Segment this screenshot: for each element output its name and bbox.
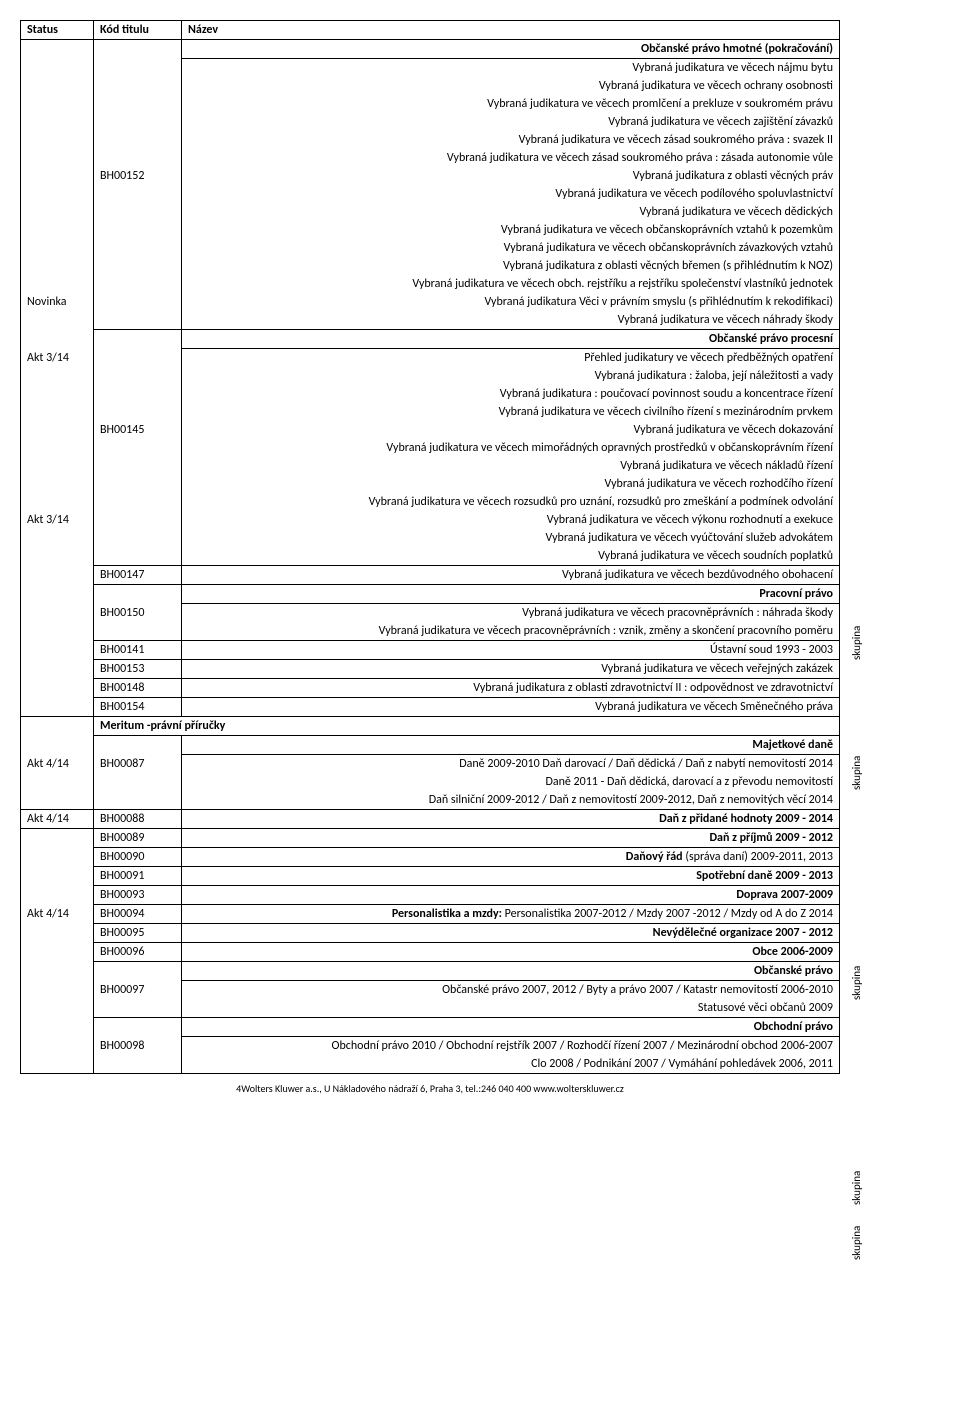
page-footer: 4Wolters Kluwer a.s., U Nákladového nádr…: [20, 1082, 840, 1095]
row-text: Občanské právo 2007, 2012 / Byty a právo…: [182, 981, 840, 1000]
row-text: Daň z příjmů 2009 - 2012: [182, 829, 840, 848]
row-text: Vybraná judikatura ve věcech promlčení a…: [182, 95, 840, 113]
code-cell: BH00153: [94, 660, 182, 679]
skupina-label: skupina: [850, 1171, 863, 1205]
skupina-label: skupina: [850, 756, 863, 790]
row-text: Obchodní právo 2010 / Obchodní rejstřík …: [182, 1037, 840, 1056]
row-text: Vybraná judikatura ve věcech bezdůvodnéh…: [182, 566, 840, 585]
skupina-label: skupina: [850, 1226, 863, 1260]
header-name: Název: [182, 21, 840, 40]
code-cell: BH00097: [94, 981, 182, 1000]
row-text: Nevýdělečné organizace 2007 - 2012: [182, 924, 840, 943]
skupina-label: skupina: [850, 966, 863, 1000]
section-title: Obchodní právo: [182, 1018, 840, 1037]
code-cell: BH00091: [94, 867, 182, 886]
row-text: Vybraná judikatura ve věcech ochrany oso…: [182, 77, 840, 95]
code-cell: BH00152: [94, 167, 182, 185]
row-text: Vybraná judikatura ve věcech náhrady ško…: [182, 311, 840, 330]
row-text: Vybraná judikatura : žaloba, její náleži…: [182, 367, 840, 385]
code-cell: BH00141: [94, 641, 182, 660]
skupina-label: skupina: [850, 626, 863, 660]
row-text: Ústavní soud 1993 - 2003: [182, 641, 840, 660]
row-text: Vybraná judikatura Věci v právním smyslu…: [182, 293, 840, 311]
row-text: Daň silniční 2009-2012 / Daň z nemovitos…: [182, 791, 840, 810]
cell-code: [94, 40, 182, 59]
row-text: Doprava 2007-2009: [182, 886, 840, 905]
code-cell: BH00098: [94, 1037, 182, 1056]
row-text: Vybraná judikatura ve věcech podílového …: [182, 185, 840, 203]
row-text: Vybraná judikatura ve věcech pracovněprá…: [182, 622, 840, 641]
row-text: Personalistika a mzdy: Personalistika 20…: [182, 905, 840, 924]
code-cell: BH00090: [94, 848, 182, 867]
code-cell: BH00154: [94, 698, 182, 717]
row-text: Vybraná judikatura ve věcech zásad soukr…: [182, 149, 840, 167]
row-text: Vybraná judikatura ve věcech dědických: [182, 203, 840, 221]
row-text: Vybraná judikatura ve věcech rozhodčího …: [182, 475, 840, 493]
row-text: Vybraná judikatura ve věcech dokazování: [182, 421, 840, 439]
row-text: Vybraná judikatura ve věcech zásad soukr…: [182, 131, 840, 149]
code-cell: BH00148: [94, 679, 182, 698]
status-cell: Akt 3/14: [21, 349, 94, 368]
code-cell: BH00087: [94, 755, 182, 774]
code-cell: BH00145: [94, 421, 182, 439]
status-cell: Akt 4/14: [21, 905, 94, 924]
row-text: Daně 2009-2010 Daň darovací / Daň dědick…: [182, 755, 840, 774]
status-cell: Akt 3/14: [21, 511, 94, 529]
row-text: Daňový řád (správa daní) 2009-2011, 2013: [182, 848, 840, 867]
row-text: Vybraná judikatura ve věcech obch. rejst…: [182, 275, 840, 293]
row-text: Vybraná judikatura ve věcech občanskoprá…: [182, 221, 840, 239]
row-text: Statusové věci občanů 2009: [182, 999, 840, 1018]
meritum-header: Meritum -právní příručky: [94, 717, 840, 736]
section-title: Majetkové daně: [182, 736, 840, 755]
code-cell: BH00093: [94, 886, 182, 905]
section-title: Občanské právo: [182, 962, 840, 981]
code-cell: BH00094: [94, 905, 182, 924]
page-wrapper: Status Kód titulu Název Občanské právo h…: [20, 20, 920, 1074]
row-text: Vybraná judikatura ve věcech Směnečného …: [182, 698, 840, 717]
row-text: Clo 2008 / Podnikání 2007 / Vymáhání poh…: [182, 1055, 840, 1074]
main-table: Status Kód titulu Název Občanské právo h…: [20, 20, 840, 1074]
cell-status: [21, 40, 94, 59]
row-text: Vybraná judikatura z oblasti věcných prá…: [182, 167, 840, 185]
row-text: Vybraná judikatura z oblasti věcných bře…: [182, 257, 840, 275]
header-code: Kód titulu: [94, 21, 182, 40]
footer-text: Wolters Kluwer a.s., U Nákladového nádra…: [241, 1082, 624, 1095]
row-text: Vybraná judikatura ve věcech nákladů říz…: [182, 457, 840, 475]
row-text: Vybraná judikatura ve věcech rozsudků pr…: [182, 493, 840, 511]
section-title: Občanské právo hmotné (pokračování): [182, 40, 840, 59]
section-title: Pracovní právo: [182, 585, 840, 604]
code-cell: BH00096: [94, 943, 182, 962]
row-text: Vybraná judikatura ve věcech civilního ř…: [182, 403, 840, 421]
row-text: Vybraná judikatura ve věcech veřejných z…: [182, 660, 840, 679]
row-text: Obce 2006-2009: [182, 943, 840, 962]
row-text: Daně 2011 - Daň dědická, darovací a z př…: [182, 773, 840, 791]
row-text: Přehled judikatury ve věcech předběžných…: [182, 349, 840, 368]
code-cell: BH00095: [94, 924, 182, 943]
section-title: Občanské právo procesní: [182, 330, 840, 349]
status-cell: Akt 4/14: [21, 755, 94, 774]
row-text: Vybraná judikatura ve věcech soudních po…: [182, 547, 840, 566]
row-text: Vybraná judikatura ve věcech mimořádných…: [182, 439, 840, 457]
row-text: Daň z přidané hodnoty 2009 - 2014: [182, 810, 840, 829]
row-text: Vybraná judikatura ve věcech vyúčtování …: [182, 529, 840, 547]
row-text: Vybraná judikatura z oblasti zdravotnict…: [182, 679, 840, 698]
row-text: Vybraná judikatura ve věcech pracovněprá…: [182, 604, 840, 623]
status-cell: Akt 4/14: [21, 810, 94, 829]
header-status: Status: [21, 21, 94, 40]
code-cell: BH00088: [94, 810, 182, 829]
row-text: Spotřební daně 2009 - 2013: [182, 867, 840, 886]
code-cell: BH00089: [94, 829, 182, 848]
code-cell: BH00150: [94, 604, 182, 623]
row-text: Vybraná judikatura ve věcech nájmu bytu: [182, 59, 840, 78]
row-text: Vybraná judikatura ve věcech zajištění z…: [182, 113, 840, 131]
row-text: Vybraná judikatura : poučovací povinnost…: [182, 385, 840, 403]
code-cell: BH00147: [94, 566, 182, 585]
status-cell: Novinka: [21, 293, 94, 311]
row-text: Vybraná judikatura ve věcech občanskoprá…: [182, 239, 840, 257]
row-text: Vybraná judikatura ve věcech výkonu rozh…: [182, 511, 840, 529]
